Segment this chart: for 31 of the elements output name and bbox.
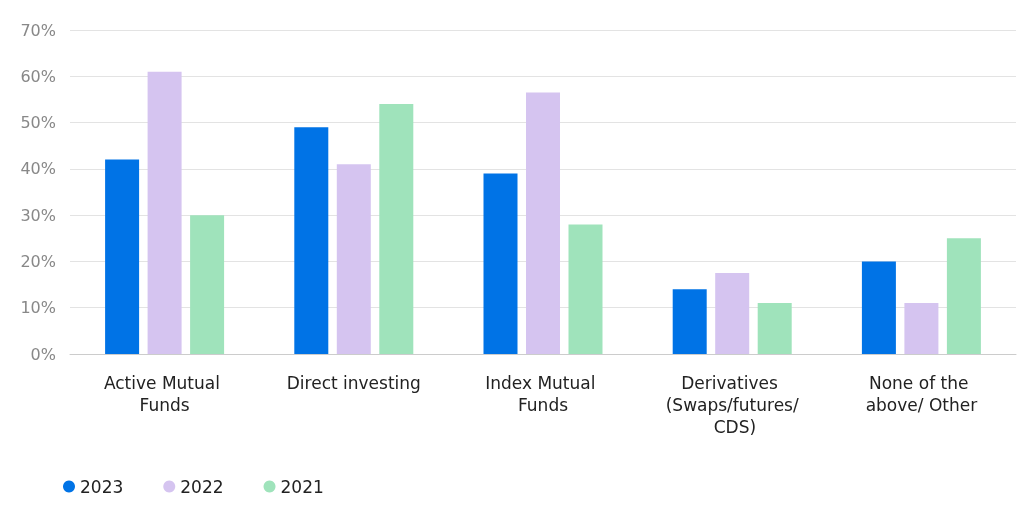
x-tick-label: Active Mutual Funds <box>103 373 226 415</box>
bar <box>105 159 140 354</box>
x-tick-label: None of the above/ Other <box>865 373 978 415</box>
y-tick-label: 10% <box>20 298 56 318</box>
y-tick-label: 60% <box>20 66 56 86</box>
bar <box>526 92 560 354</box>
legend-label: 2022 <box>180 476 224 497</box>
y-tick-label: 50% <box>20 113 56 133</box>
bar <box>294 127 329 354</box>
legend-label: 2021 <box>280 476 324 497</box>
bar <box>147 71 182 354</box>
y-tick-label: 70% <box>20 20 56 40</box>
bar <box>861 261 896 354</box>
bar <box>672 289 707 354</box>
bar <box>715 273 750 354</box>
y-tick-label: 40% <box>20 159 56 179</box>
y-tick-label: 20% <box>20 251 56 271</box>
y-tick-label: 0% <box>30 344 56 364</box>
legend-label: 2023 <box>80 476 124 497</box>
x-tick-label: Derivatives (Swaps/futures/ CDS) <box>665 373 799 437</box>
x-tick-label: Direct investing <box>286 373 421 393</box>
bar <box>568 224 603 354</box>
bar <box>946 238 981 354</box>
y-tick-label: 30% <box>20 205 56 225</box>
bar <box>379 104 414 354</box>
bar <box>190 215 225 354</box>
bar <box>904 303 939 354</box>
bar <box>483 173 518 354</box>
x-tick-label: Index Mutual Funds <box>485 373 601 415</box>
bar <box>336 164 371 354</box>
bar <box>757 303 792 354</box>
